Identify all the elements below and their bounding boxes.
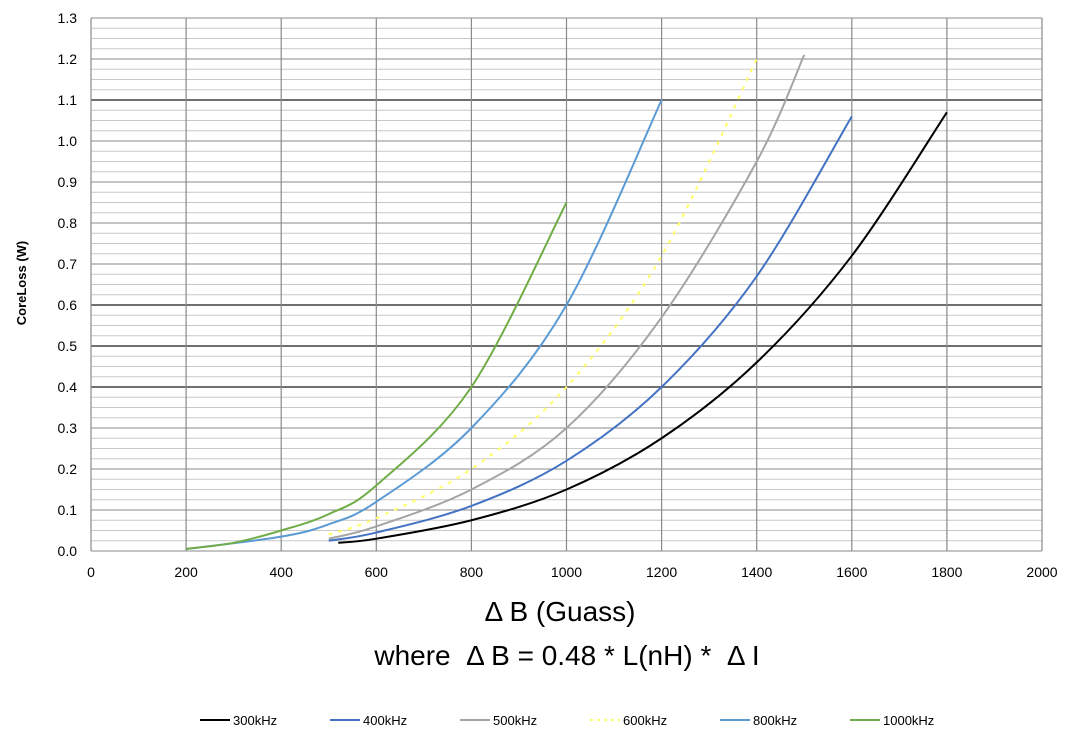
series-lines: [185, 54, 948, 550]
legend-label-500kHz: 500kHz: [493, 713, 537, 728]
y-tick-label: 0.2: [58, 461, 78, 477]
series-line-800kHz: [185, 99, 663, 550]
x-tick-label: 600: [365, 564, 389, 580]
y-tick-labels: 0.0 0.1 0.2 0.3 0.4 0.5 0.6 0.7 0.8 0.9 1.0 1.1 1.2 1…: [58, 10, 78, 559]
y-tick-label: 0.8: [58, 215, 78, 231]
x-tick-label: 1400: [741, 564, 772, 580]
y-tick-label: 0.3: [58, 420, 78, 436]
legend-label-800kHz: 800kHz: [753, 713, 797, 728]
legend-label-600kHz: 600kHz: [623, 713, 667, 728]
x-tick-label: 1800: [931, 564, 962, 580]
series-line-400kHz: [328, 115, 853, 542]
y-tick-label: 0.4: [58, 379, 78, 395]
major-gridlines: [90, 17, 1043, 552]
x-tick-label: 800: [460, 564, 484, 580]
series-line-300kHz: [338, 111, 948, 544]
x-tick-label: 200: [174, 564, 198, 580]
legend-label-1000kHz: 1000kHz: [883, 713, 934, 728]
series-line-1000kHz: [185, 202, 568, 550]
y-tick-label: 0.7: [58, 256, 78, 272]
y-tick-label: 0.0: [58, 543, 78, 559]
legend-label-300kHz: 300kHz: [233, 713, 277, 728]
x-tick-label: 1200: [646, 564, 677, 580]
legend: 300kHz 400kHz 500kHz 600kHz 800kHz 1000kHz: [200, 713, 934, 728]
y-axis-label: CoreLoss (W): [14, 241, 29, 326]
series-line-500kHz: [328, 54, 806, 540]
y-tick-label: 1.0: [58, 133, 78, 149]
legend-label-400kHz: 400kHz: [363, 713, 407, 728]
y-tick-label: 1.2: [58, 51, 78, 67]
x-tick-label: 1000: [551, 564, 582, 580]
x-tick-label: 1600: [836, 564, 867, 580]
y-tick-label: 0.9: [58, 174, 78, 190]
y-tick-label: 1.3: [58, 10, 78, 26]
x-tick-label: 400: [270, 564, 294, 580]
x-axis-subtitle: where Δ B = 0.48 * L(nH) * Δ I: [373, 640, 759, 671]
x-tick-label: 0: [87, 564, 95, 580]
x-tick-labels: 0 200 400 600 800 1000 1200 1400 1600 1800 2000: [87, 564, 1058, 580]
y-tick-label: 0.5: [58, 338, 78, 354]
y-tick-label: 0.6: [58, 297, 78, 313]
x-tick-label: 2000: [1026, 564, 1057, 580]
y-tick-label: 0.1: [58, 502, 78, 518]
x-axis-label: Δ B (Guass): [485, 596, 636, 627]
y-tick-label: 1.1: [58, 92, 78, 108]
